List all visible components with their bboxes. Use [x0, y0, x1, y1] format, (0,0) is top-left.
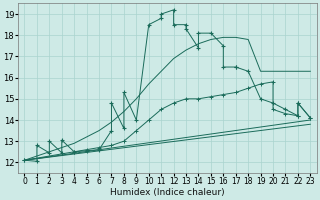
X-axis label: Humidex (Indice chaleur): Humidex (Indice chaleur) — [110, 188, 225, 197]
